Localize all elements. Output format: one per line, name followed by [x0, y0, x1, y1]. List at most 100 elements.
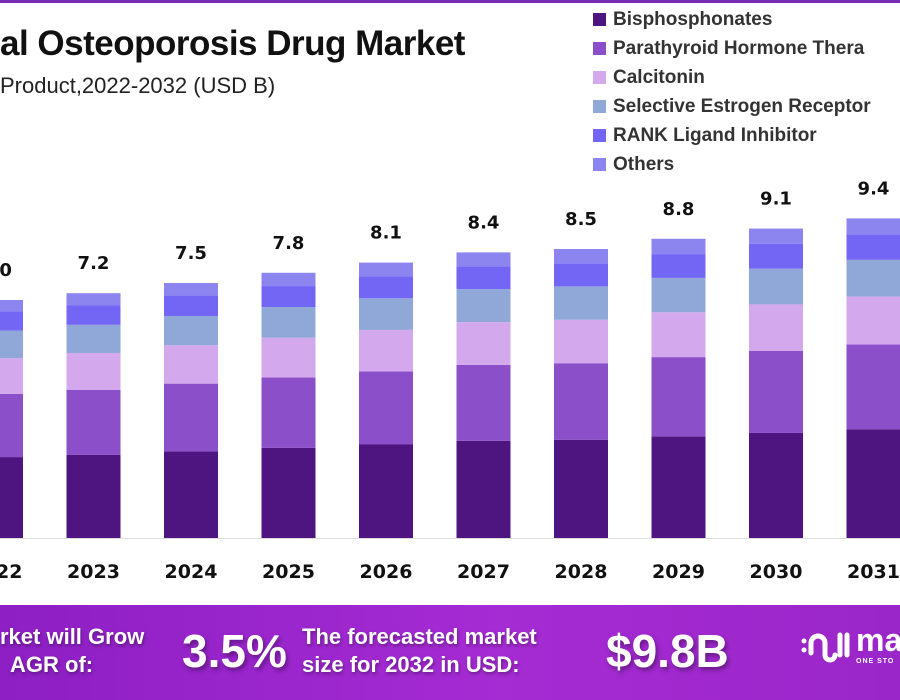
bar-segment-parathyroid-hormone-thera-2028 [554, 363, 608, 440]
bar-segment-rank-ligand-inhibitor-2028 [554, 263, 608, 287]
bar-segment-calcitonin-2022 [0, 358, 23, 394]
x-tick-label-2028: 2028 [555, 561, 608, 583]
logo-tagline: ONE STO [856, 658, 895, 665]
bar-segment-calcitonin-2024 [164, 345, 218, 384]
value-label-2027: 8.4 [468, 212, 500, 233]
legend-item: Parathyroid Hormone Thera [593, 34, 871, 63]
logo-text: ma ONE STO [856, 623, 900, 666]
legend-swatch [593, 13, 606, 26]
x-tick-label-2025: 2025 [262, 561, 315, 583]
value-label-2030: 9.1 [760, 189, 792, 210]
bar-segment-rank-ligand-inhibitor-2026 [359, 276, 413, 299]
forecast-text: The forecasted market size for 2032 in U… [302, 623, 537, 679]
bar-segment-selective-estrogen-receptor-2031 [846, 259, 900, 297]
bar-segment-calcitonin-2028 [554, 319, 608, 364]
bar-segment-selective-estrogen-receptor-2022 [0, 330, 23, 359]
bar-segment-rank-ligand-inhibitor-2027 [456, 266, 511, 290]
cagr-value: 3.5% [182, 625, 287, 677]
bar-segment-parathyroid-hormone-thera-2022 [0, 393, 23, 458]
chart-title: al Osteoporosis Drug Market [0, 24, 465, 63]
bar-segment-selective-estrogen-receptor-2023 [66, 324, 121, 354]
bar-segment-others-2025 [261, 272, 316, 287]
bar-segment-rank-ligand-inhibitor-2023 [66, 305, 121, 325]
legend-label: Selective Estrogen Receptor [613, 95, 871, 117]
bar-segment-calcitonin-2029 [651, 312, 706, 358]
bar-segment-bisphosphonates-2026 [359, 444, 413, 538]
bar-segment-bisphosphonates-2025 [261, 447, 316, 538]
legend-label: Calcitonin [613, 66, 705, 88]
bar-segment-parathyroid-hormone-thera-2030 [749, 351, 803, 433]
x-tick-label-2023: 2023 [67, 561, 120, 583]
bar-segment-others-2027 [456, 252, 511, 267]
x-tick-label-2024: 2024 [165, 561, 218, 583]
x-tick-label-2030: 2030 [750, 561, 803, 583]
value-label-2026: 8.1 [370, 223, 402, 244]
bar-segment-parathyroid-hormone-thera-2029 [651, 357, 706, 437]
legend-item: Selective Estrogen Receptor [593, 92, 871, 121]
stacked-bar-chart: 7.0 2022 7.2 2023 7.5 2024 7.8 2025 8.1 2026 8.4 20… [0, 178, 900, 583]
x-tick-label-2027: 2027 [457, 561, 510, 583]
bar-segment-calcitonin-2026 [359, 329, 413, 372]
chart-subtitle: Product,2022-2032 (USD B) [0, 73, 276, 98]
bar-segment-calcitonin-2025 [261, 337, 316, 378]
grow-line-2: AGR of: [10, 652, 94, 677]
bar-segment-calcitonin-2023 [66, 353, 121, 390]
bar-segment-others-2022 [0, 300, 23, 312]
bar-segment-selective-estrogen-receptor-2029 [651, 277, 706, 313]
forecast-line-2: size for 2032 in USD: [302, 652, 520, 677]
legend-label: Bisphosphonates [613, 8, 773, 30]
forecast-line-1: The forecasted market [302, 624, 537, 649]
value-label-2024: 7.5 [175, 243, 207, 264]
bar-segment-rank-ligand-inhibitor-2022 [0, 311, 23, 331]
bar-segment-bisphosphonates-2029 [651, 436, 706, 538]
value-label-2028: 8.5 [565, 209, 597, 230]
legend-item: RANK Ligand Inhibitor [593, 121, 871, 150]
bar-segment-others-2026 [359, 262, 413, 277]
bar-segment-others-2023 [66, 293, 121, 306]
bar-segment-parathyroid-hormone-thera-2025 [261, 377, 316, 448]
legend-label: Parathyroid Hormone Thera [613, 37, 865, 59]
bar-segment-others-2029 [651, 238, 706, 255]
legend-label: Others [613, 153, 675, 175]
bar-segment-bisphosphonates-2027 [456, 440, 511, 538]
logo-mark-icon [801, 632, 850, 662]
bar-segment-selective-estrogen-receptor-2026 [359, 298, 413, 330]
bar-segment-bisphosphonates-2028 [554, 439, 608, 538]
bar-segment-parathyroid-hormone-thera-2026 [359, 371, 413, 445]
bar-segment-rank-ligand-inhibitor-2024 [164, 295, 218, 316]
bar-segment-selective-estrogen-receptor-2025 [261, 307, 316, 338]
value-label-2023: 7.2 [78, 253, 110, 274]
legend-item: Others [593, 150, 871, 179]
legend-swatch [593, 71, 606, 84]
value-label-2025: 7.8 [273, 233, 305, 254]
legend-swatch [593, 129, 606, 142]
bar-segment-rank-ligand-inhibitor-2031 [846, 234, 900, 260]
bar-segment-bisphosphonates-2031 [846, 429, 900, 538]
legend: Bisphosphonates Parathyroid Hormone Thera… [593, 5, 871, 179]
x-tick-label-2029: 2029 [652, 561, 705, 583]
x-tick-label-2022: 2022 [0, 561, 22, 583]
bar-segment-calcitonin-2030 [749, 304, 803, 351]
summary-banner: rket will Grow AGR of: 3.5% The forecast… [0, 605, 900, 700]
value-label-2031: 9.4 [858, 178, 890, 199]
company-logo: ma ONE STO [800, 623, 900, 666]
bar-segment-selective-estrogen-receptor-2030 [749, 268, 803, 305]
bar-segment-parathyroid-hormone-thera-2023 [66, 389, 121, 455]
bar-segment-others-2030 [749, 228, 803, 244]
bar-segment-rank-ligand-inhibitor-2025 [261, 286, 316, 308]
bar-segment-bisphosphonates-2023 [66, 454, 121, 538]
bar-segment-bisphosphonates-2022 [0, 457, 23, 538]
grow-text: rket will Grow AGR of: [0, 623, 144, 679]
x-tick-label-2026: 2026 [360, 561, 413, 583]
legend-swatch [593, 158, 606, 171]
top-accent-line [0, 0, 900, 3]
legend-item: Calcitonin [593, 63, 871, 92]
value-label-2029: 8.8 [663, 199, 695, 220]
bar-segment-bisphosphonates-2024 [164, 451, 218, 538]
bar-segment-selective-estrogen-receptor-2028 [554, 286, 608, 320]
bar-segment-calcitonin-2027 [456, 322, 511, 365]
bar-segment-calcitonin-2031 [846, 296, 900, 345]
bar-segment-parathyroid-hormone-thera-2027 [456, 364, 511, 441]
bar-segment-rank-ligand-inhibitor-2030 [749, 243, 803, 269]
legend-swatch [593, 42, 606, 55]
